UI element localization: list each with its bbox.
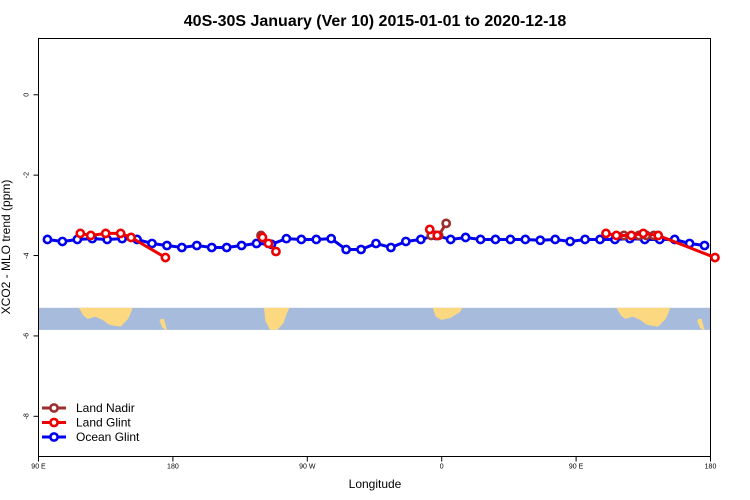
legend-item: Land Glint [42, 416, 131, 430]
data-point [326, 233, 337, 244]
data-point [601, 228, 611, 239]
x-tick-label: 0 [440, 464, 444, 471]
x-axis: 90 E 180 90 W 0 90 E 180 [31, 456, 717, 471]
data-point [638, 228, 649, 239]
data-point [520, 234, 531, 245]
data-point [415, 234, 426, 245]
data-point [460, 232, 471, 243]
data-point [160, 252, 171, 263]
legend-label: Ocean Glint [76, 430, 140, 444]
y-axis-label: XCO2 - MLO trend (ppm) [0, 180, 13, 315]
legend-item: Land Nadir [42, 401, 135, 415]
data-point [626, 230, 637, 241]
data-point [565, 236, 576, 247]
data-point [550, 234, 561, 245]
data-point [580, 234, 590, 245]
data-point [475, 234, 486, 245]
data-point [206, 242, 217, 253]
map-strip [38, 307, 711, 330]
data-point [595, 234, 605, 245]
data-point [176, 242, 187, 253]
data-point [505, 234, 516, 245]
data-point [100, 228, 111, 239]
data-point [296, 234, 307, 245]
data-point [710, 252, 720, 263]
data-point [386, 242, 396, 253]
x-tick-label: 90 E [31, 464, 46, 471]
data-point [611, 230, 622, 241]
data-point [257, 232, 268, 243]
data-point [115, 228, 126, 239]
y-tick-label: -2 [24, 172, 31, 178]
data-point [424, 224, 435, 235]
data-point [441, 218, 452, 229]
data-point [191, 240, 202, 251]
data-point [311, 234, 322, 245]
y-tick-label: 0 [24, 93, 31, 97]
data-point [432, 230, 443, 241]
land-shape [159, 318, 167, 330]
ocean-band [38, 307, 711, 330]
series-land-glint [75, 224, 720, 263]
legend-item: Ocean Glint [42, 430, 140, 444]
legend-marker [49, 403, 59, 413]
x-tick-label: 90 E [569, 464, 584, 471]
x-tick-label: 180 [167, 464, 179, 471]
data-point [57, 236, 68, 247]
series-layer [42, 218, 720, 263]
data-point [699, 240, 710, 251]
x-axis-label: Longitude [349, 477, 402, 491]
data-point [251, 238, 262, 249]
land-shape [78, 307, 133, 327]
data-point [42, 234, 53, 245]
data-point [281, 233, 292, 244]
data-point [126, 232, 136, 243]
legend-label: Land Glint [76, 416, 131, 430]
x-tick-label: 180 [705, 464, 717, 471]
plot-frame [38, 38, 711, 457]
y-axis: 0 -2 -4 -6 -8 [24, 93, 39, 419]
x-tick-label: 90 W [299, 464, 316, 471]
land-shape [432, 307, 463, 320]
data-point [356, 244, 366, 255]
data-point [147, 238, 157, 249]
data-point [162, 240, 172, 251]
land-shape [616, 307, 671, 327]
data-point [535, 235, 546, 246]
data-point [445, 234, 456, 245]
y-tick-label: -6 [24, 333, 31, 339]
land-shape [263, 307, 290, 330]
legend-marker [49, 432, 59, 442]
data-point [490, 234, 501, 245]
land-shape [697, 318, 705, 330]
data-point [263, 238, 274, 249]
data-point [400, 236, 411, 247]
data-point [371, 238, 381, 249]
data-point [653, 230, 664, 241]
y-tick-label: -8 [24, 413, 31, 419]
legend-marker [49, 417, 59, 428]
data-point [221, 242, 232, 253]
chart-title: 40S-30S January (Ver 10) 2015-01-01 to 2… [184, 13, 567, 30]
data-point [85, 230, 96, 241]
y-tick-label: -4 [24, 252, 31, 258]
data-point [75, 228, 86, 239]
data-point [271, 246, 281, 257]
legend-label: Land Nadir [76, 401, 135, 415]
data-point [236, 240, 247, 251]
data-point [341, 244, 352, 255]
